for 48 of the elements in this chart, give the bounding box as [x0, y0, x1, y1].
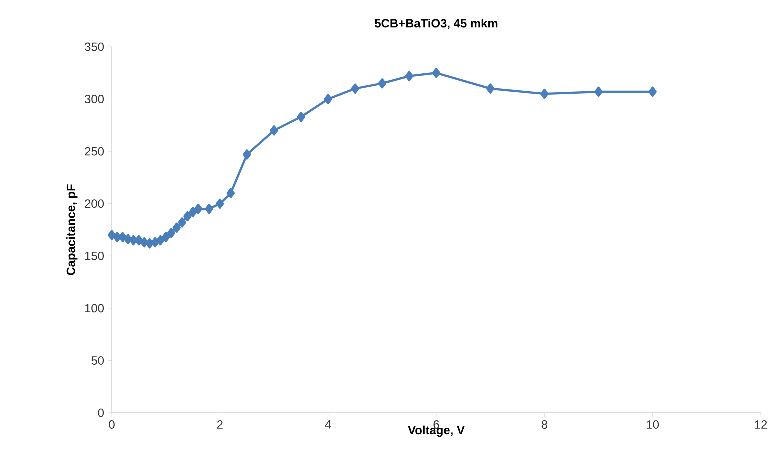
point	[194, 204, 203, 214]
point	[432, 68, 441, 78]
point	[270, 126, 278, 136]
point	[162, 232, 170, 242]
point	[140, 237, 149, 248]
point	[118, 232, 127, 242]
x-tick-label: 2	[217, 420, 223, 429]
point	[167, 228, 176, 238]
point	[648, 86, 657, 98]
x-tick-label: 10	[647, 420, 660, 429]
point	[151, 237, 160, 248]
point	[113, 232, 122, 242]
y-tick-label: 350	[84, 42, 104, 52]
x-tick-label: 0	[109, 420, 115, 429]
y-tick-label: 50	[92, 356, 104, 365]
point	[297, 112, 306, 122]
point	[405, 71, 414, 82]
x-tick-label: 12	[755, 420, 768, 429]
point	[130, 235, 138, 246]
point	[378, 78, 387, 89]
point	[324, 94, 332, 104]
point	[226, 188, 236, 198]
point	[124, 234, 132, 245]
y-axis-title: Capacitance, pF	[66, 184, 78, 276]
point	[540, 88, 549, 100]
y-tick-label: 150	[85, 252, 104, 260]
point	[146, 238, 154, 249]
point	[184, 211, 192, 222]
point	[486, 84, 495, 94]
x-tick-label: 8	[542, 420, 548, 429]
point	[134, 235, 144, 246]
point	[594, 86, 603, 98]
point	[108, 230, 116, 240]
point	[189, 207, 198, 218]
y-tick-label: 0	[98, 408, 104, 418]
point	[243, 150, 252, 160]
y-tick-label: 200	[85, 200, 104, 208]
y-tick-label: 300	[84, 95, 104, 104]
point	[351, 84, 360, 94]
x-tick-label: 4	[325, 420, 332, 429]
point	[178, 218, 186, 228]
point	[172, 222, 181, 234]
point	[156, 235, 165, 246]
point	[216, 198, 224, 209]
y-tick-label: 250	[85, 147, 104, 156]
y-tick-label: 100	[85, 304, 104, 313]
chart-title: 5CB+BaTiO3, 45 mkm	[375, 18, 498, 30]
point	[205, 204, 214, 214]
